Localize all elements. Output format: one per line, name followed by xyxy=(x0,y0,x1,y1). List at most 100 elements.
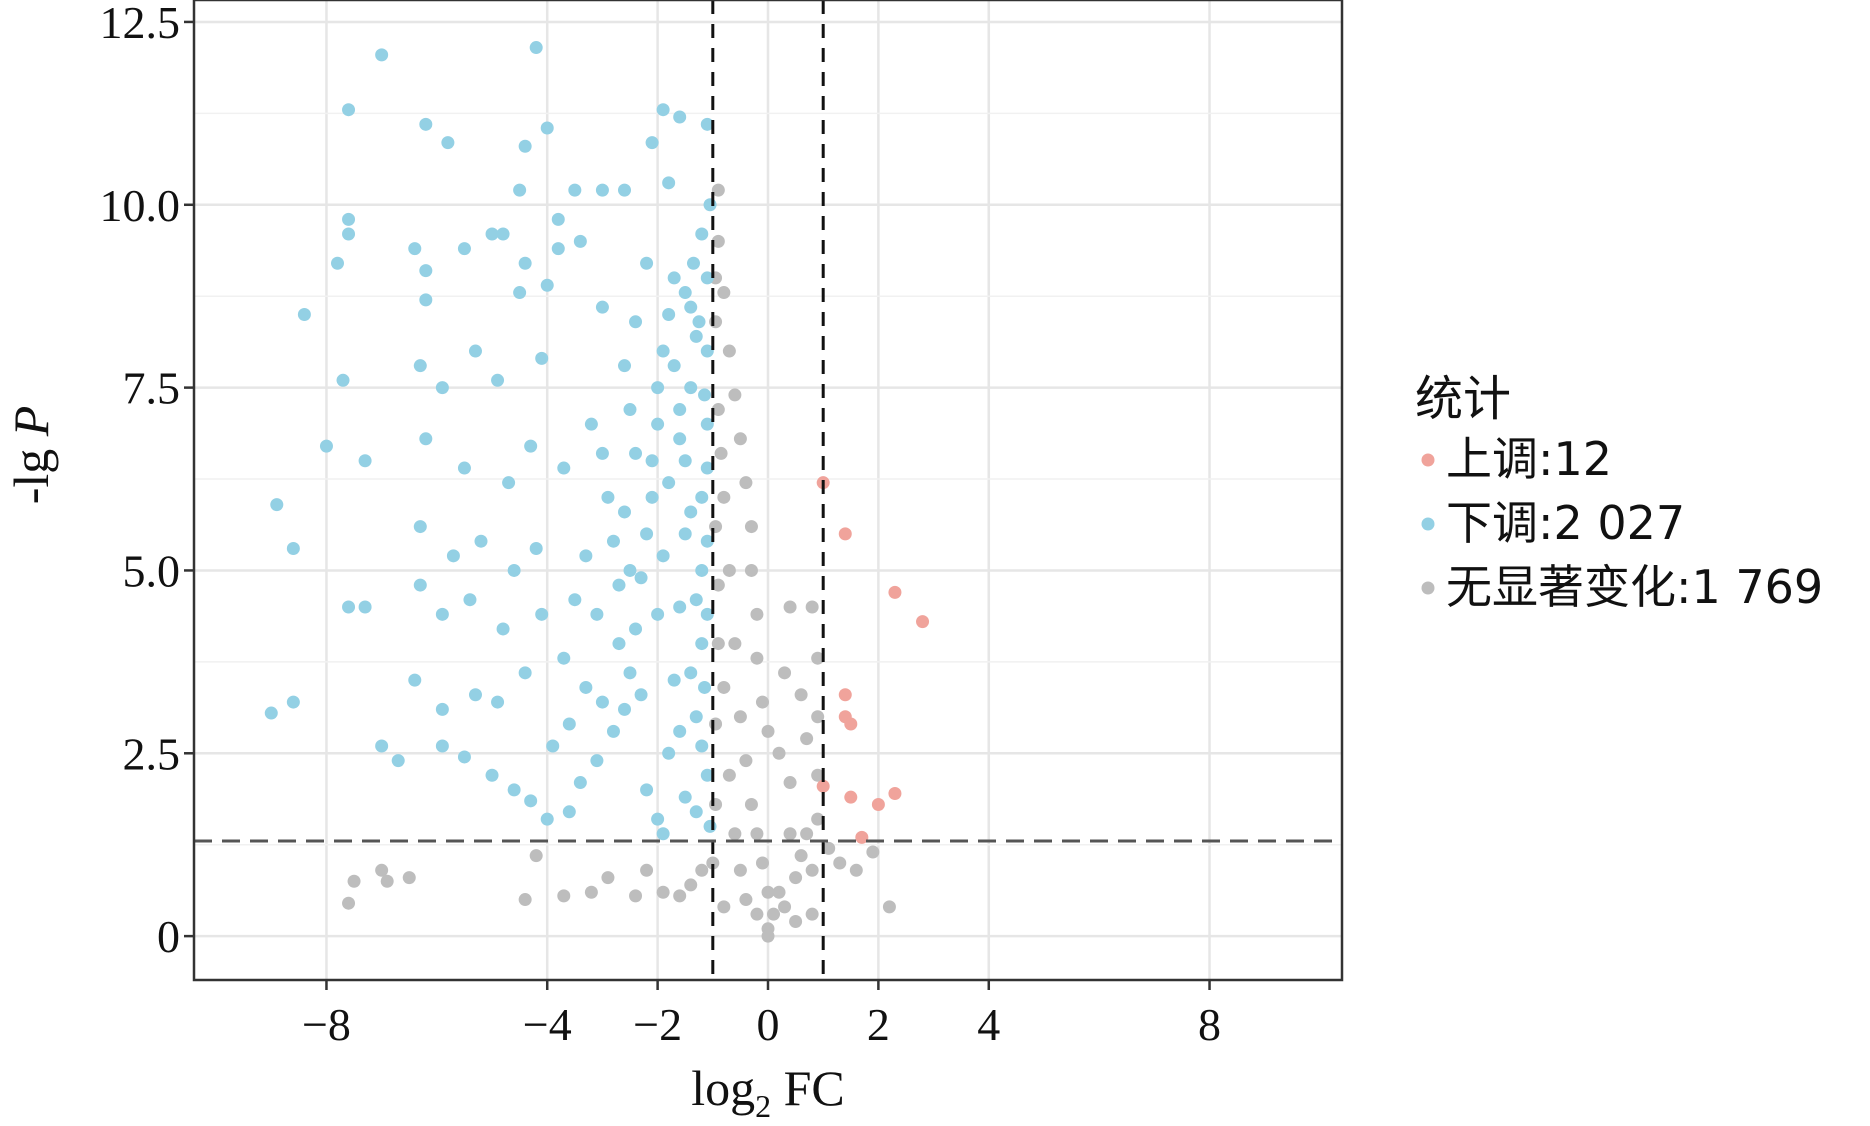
data-point xyxy=(700,461,714,475)
data-point xyxy=(618,359,631,373)
data-point xyxy=(772,885,786,899)
y-tick-label: 2.5 xyxy=(123,728,181,779)
data-point xyxy=(342,227,356,241)
data-point xyxy=(711,183,725,197)
data-point xyxy=(551,212,565,226)
data-point xyxy=(888,787,902,801)
data-point xyxy=(408,673,422,687)
data-point xyxy=(871,797,885,811)
data-point xyxy=(419,117,433,131)
y-axis-title: -lg P xyxy=(3,406,59,505)
data-point xyxy=(703,819,717,833)
data-point xyxy=(358,600,372,614)
data-point xyxy=(568,593,582,607)
data-point xyxy=(678,790,692,804)
data-point xyxy=(844,717,858,731)
x-tick-label: −8 xyxy=(302,999,351,1050)
data-point xyxy=(778,666,792,680)
data-point xyxy=(358,454,372,468)
data-point xyxy=(728,388,742,402)
data-point xyxy=(662,746,676,760)
data-point xyxy=(446,549,460,563)
data-point xyxy=(551,242,565,256)
data-point xyxy=(709,520,723,534)
data-point xyxy=(634,688,648,702)
data-point xyxy=(739,893,753,907)
data-point xyxy=(800,827,814,841)
data-point xyxy=(678,527,692,541)
data-point xyxy=(700,344,714,358)
threshold-lines xyxy=(194,0,1342,980)
data-point xyxy=(733,863,747,877)
data-point xyxy=(673,889,687,903)
data-point xyxy=(468,688,482,702)
data-point xyxy=(667,271,681,285)
data-point xyxy=(529,849,543,863)
data-point xyxy=(535,351,549,365)
data-point xyxy=(811,710,825,724)
data-point xyxy=(673,110,687,124)
grid-lines xyxy=(194,0,1342,980)
data-point xyxy=(297,307,311,321)
data-point xyxy=(640,783,654,797)
y-tick-label: 10.0 xyxy=(100,180,181,231)
data-point xyxy=(286,695,300,709)
data-point xyxy=(590,754,604,768)
data-point xyxy=(711,234,725,248)
data-point xyxy=(700,117,714,131)
data-point xyxy=(656,885,670,899)
data-point xyxy=(629,622,643,636)
data-point xyxy=(728,637,742,651)
data-point xyxy=(684,505,698,519)
data-point xyxy=(584,885,598,899)
data-point xyxy=(750,907,764,921)
data-point xyxy=(419,293,433,307)
data-point xyxy=(695,739,709,753)
data-point xyxy=(496,227,510,241)
data-point xyxy=(347,874,361,888)
data-point xyxy=(722,768,736,782)
data-point xyxy=(435,739,449,753)
data-point xyxy=(916,615,930,629)
data-point xyxy=(573,776,587,790)
data-point xyxy=(518,256,532,270)
data-point xyxy=(882,900,896,914)
data-point xyxy=(518,666,532,680)
data-point xyxy=(584,417,598,431)
data-point xyxy=(689,329,703,343)
data-point xyxy=(739,476,753,490)
data-point xyxy=(623,666,637,680)
data-point xyxy=(689,593,703,607)
data-point xyxy=(783,776,797,790)
data-point xyxy=(342,600,356,614)
data-point xyxy=(662,307,676,321)
data-point xyxy=(524,794,538,808)
data-point xyxy=(568,183,582,197)
data-point xyxy=(546,739,560,753)
data-point xyxy=(601,871,615,885)
data-point xyxy=(402,871,416,885)
x-axis-ticks: −8 −4 −2 0 2 4 8 xyxy=(302,980,1221,1050)
data-point xyxy=(507,563,521,577)
data-point xyxy=(656,344,670,358)
data-point xyxy=(419,432,433,446)
data-point xyxy=(336,373,350,387)
data-point xyxy=(612,637,626,651)
data-point xyxy=(380,874,394,888)
data-point xyxy=(651,417,665,431)
data-point xyxy=(733,710,747,724)
x-tick-label: −4 xyxy=(523,999,572,1050)
data-point xyxy=(529,41,543,55)
data-point xyxy=(686,256,700,270)
data-point xyxy=(855,830,869,844)
data-point xyxy=(783,827,797,841)
data-point xyxy=(711,403,725,417)
data-point xyxy=(703,198,717,212)
data-point xyxy=(286,542,300,556)
data-point xyxy=(744,563,758,577)
data-point xyxy=(717,490,731,504)
data-point xyxy=(640,863,654,877)
data-point xyxy=(656,827,670,841)
data-point xyxy=(573,234,587,248)
